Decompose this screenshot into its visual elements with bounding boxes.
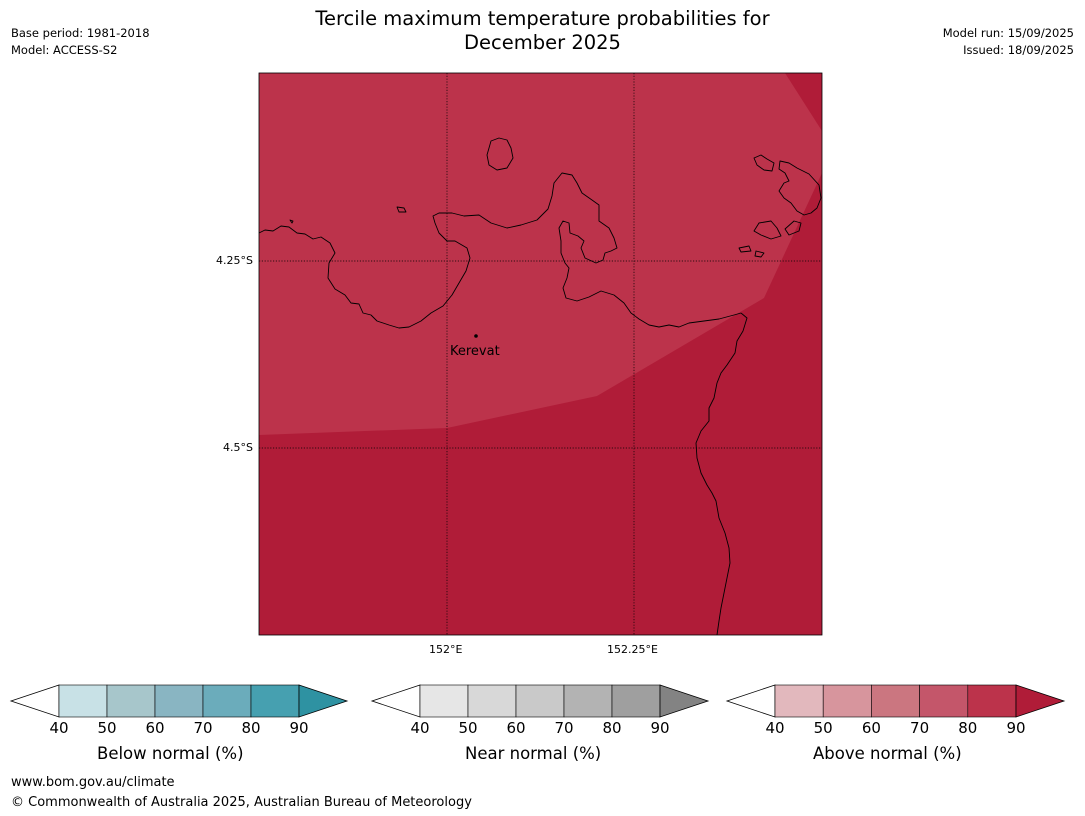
map-title-line1: Tercile maximum temperature probabilitie… [315, 7, 770, 30]
colorbar-segment [871, 684, 920, 718]
map-title-line2: December 2025 [464, 31, 621, 54]
issued-date: Issued: 18/09/2025 [963, 43, 1074, 57]
colorbar-label-near-normal: Near normal (%) [465, 744, 602, 763]
colorbar-tick-label: 40 [765, 719, 785, 737]
footer-copyright: © Commonwealth of Australia 2025, Austra… [11, 795, 472, 810]
colorbar-tick-label: 90 [289, 719, 309, 737]
colorbar-tick-label: 50 [458, 719, 478, 737]
colorbar-segment [202, 684, 252, 718]
colorbar-tick-label: 70 [554, 719, 574, 737]
colorbar-below-normal [9, 684, 349, 718]
colorbar-segment [250, 684, 300, 718]
footer-url: www.bom.gov.au/climate [11, 775, 175, 790]
base-period: Base period: 1981-2018 [11, 26, 150, 40]
model-run: Model run: 15/09/2025 [942, 26, 1074, 40]
colorbar-tick-label: 50 [813, 719, 833, 737]
colorbar-tick-label: 70 [910, 719, 930, 737]
colorbar-segment [563, 684, 613, 718]
colorbar-tick-label: 80 [602, 719, 622, 737]
colorbar-segment [774, 684, 824, 718]
map-panel: Kerevat [258, 72, 823, 636]
colorbar-above-normal [725, 684, 1066, 718]
colorbar-segment [58, 684, 108, 718]
colorbar-tick-label: 60 [506, 719, 526, 737]
colorbar-tick-label: 50 [97, 719, 117, 737]
colorbar-extension-high [298, 684, 349, 718]
colorbar-extension-low [725, 684, 776, 718]
colorbar-tick-label: 40 [410, 719, 430, 737]
colorbar-segment [611, 684, 661, 718]
colorbar-segment [515, 684, 565, 718]
colorbar-tick-label: 80 [241, 719, 261, 737]
colorbar-tick-label: 60 [145, 719, 165, 737]
colorbar-segment [967, 684, 1017, 718]
colorbar-extension-high [659, 684, 710, 718]
lat-label-4-25: 4.25°S [216, 254, 253, 267]
colorbar-near-normal [370, 684, 710, 718]
lat-label-4-5: 4.5°S [223, 441, 253, 454]
place-label-kerevat: Kerevat [450, 344, 500, 359]
metadata-right: Model run: 15/09/2025 Issued: 18/09/2025 [943, 25, 1074, 59]
colorbar-tick-label: 40 [49, 719, 69, 737]
colorbar-tick-label: 90 [1006, 719, 1026, 737]
colorbar-label-below-normal: Below normal (%) [97, 744, 244, 763]
coastline [259, 137, 822, 635]
colorbar-tick-label: 90 [650, 719, 670, 737]
colorbar-segment [467, 684, 517, 718]
graticule [259, 73, 822, 635]
colorbar-segment [919, 684, 969, 718]
region-above-70-80 [259, 73, 822, 435]
colorbar-segment [822, 684, 872, 718]
colorbar-segment [419, 684, 469, 718]
colorbar-tick-label: 60 [861, 719, 881, 737]
lon-label-152: 152°E [429, 643, 463, 656]
lon-label-152-25: 152.25°E [607, 643, 658, 656]
colorbar-segment [154, 684, 204, 718]
map-title: Tercile maximum temperature probabilitie… [0, 7, 1085, 55]
colorbar-tick-label: 70 [193, 719, 213, 737]
colorbar-tick-label: 80 [958, 719, 978, 737]
colorbar-extension-high [1015, 684, 1066, 718]
kerevat-marker [474, 334, 478, 338]
metadata-left: Base period: 1981-2018 Model: ACCESS-S2 [11, 25, 150, 59]
map-frame [258, 72, 823, 636]
colorbar-segment [106, 684, 156, 718]
colorbar-extension-low [9, 684, 60, 718]
model-name: Model: ACCESS-S2 [11, 43, 118, 57]
colorbar-label-above-normal: Above normal (%) [813, 744, 962, 763]
colorbar-extension-low [370, 684, 421, 718]
